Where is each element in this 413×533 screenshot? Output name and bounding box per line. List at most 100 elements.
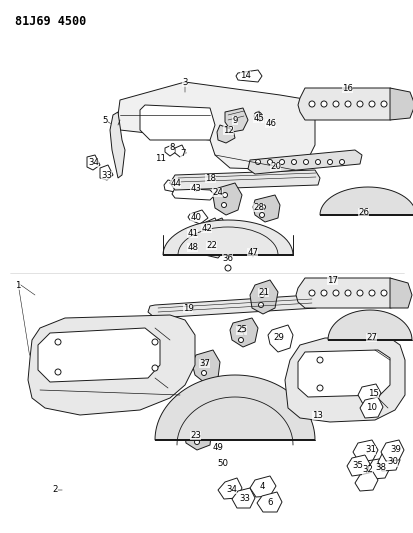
Circle shape bbox=[291, 159, 296, 165]
Circle shape bbox=[259, 293, 264, 297]
Text: 2: 2 bbox=[52, 486, 57, 495]
Polygon shape bbox=[28, 315, 195, 415]
Text: 19: 19 bbox=[182, 303, 193, 312]
Polygon shape bbox=[170, 170, 319, 190]
Polygon shape bbox=[202, 218, 228, 258]
Circle shape bbox=[380, 101, 386, 107]
Polygon shape bbox=[247, 150, 361, 174]
Text: 27: 27 bbox=[366, 333, 377, 342]
Text: 34: 34 bbox=[88, 157, 99, 166]
Circle shape bbox=[356, 101, 362, 107]
Text: 45: 45 bbox=[253, 114, 264, 123]
Text: 29: 29 bbox=[273, 334, 284, 343]
Text: 22: 22 bbox=[206, 240, 217, 249]
Polygon shape bbox=[354, 472, 377, 491]
Polygon shape bbox=[377, 450, 399, 471]
Text: 44: 44 bbox=[170, 179, 181, 188]
Circle shape bbox=[152, 365, 158, 371]
Text: 40: 40 bbox=[190, 213, 201, 222]
Circle shape bbox=[222, 192, 227, 198]
Circle shape bbox=[356, 290, 362, 296]
Circle shape bbox=[201, 370, 206, 376]
Text: 31: 31 bbox=[365, 446, 375, 455]
Polygon shape bbox=[359, 397, 382, 418]
Text: 33: 33 bbox=[239, 495, 250, 504]
Circle shape bbox=[308, 290, 314, 296]
Circle shape bbox=[194, 440, 199, 445]
Polygon shape bbox=[175, 145, 185, 157]
Circle shape bbox=[209, 247, 216, 253]
Polygon shape bbox=[284, 338, 404, 422]
Polygon shape bbox=[188, 210, 207, 224]
Text: 33: 33 bbox=[101, 171, 112, 180]
Polygon shape bbox=[163, 220, 292, 255]
Circle shape bbox=[344, 101, 350, 107]
Text: 25: 25 bbox=[236, 326, 247, 335]
Polygon shape bbox=[389, 88, 413, 120]
Text: 14: 14 bbox=[240, 70, 251, 79]
Text: 6: 6 bbox=[267, 498, 272, 507]
Text: 36: 36 bbox=[222, 254, 233, 262]
Text: 42: 42 bbox=[201, 223, 212, 232]
Text: 30: 30 bbox=[387, 457, 398, 466]
Text: 81J69 4500: 81J69 4500 bbox=[15, 15, 86, 28]
Text: 35: 35 bbox=[351, 462, 363, 471]
Circle shape bbox=[279, 159, 284, 165]
Circle shape bbox=[152, 339, 158, 345]
Circle shape bbox=[195, 427, 200, 432]
Circle shape bbox=[320, 290, 326, 296]
Polygon shape bbox=[140, 105, 214, 140]
Polygon shape bbox=[256, 492, 281, 512]
Circle shape bbox=[239, 327, 244, 333]
Text: 16: 16 bbox=[342, 84, 353, 93]
Circle shape bbox=[380, 290, 386, 296]
Polygon shape bbox=[357, 384, 380, 404]
Text: 20: 20 bbox=[270, 161, 281, 171]
Polygon shape bbox=[267, 325, 292, 352]
Text: 46: 46 bbox=[265, 118, 276, 127]
Text: 26: 26 bbox=[358, 207, 369, 216]
Polygon shape bbox=[192, 350, 219, 383]
Circle shape bbox=[315, 159, 320, 165]
Polygon shape bbox=[212, 183, 242, 215]
Polygon shape bbox=[171, 188, 214, 200]
Polygon shape bbox=[380, 440, 403, 461]
Polygon shape bbox=[297, 88, 407, 120]
Circle shape bbox=[320, 101, 326, 107]
Circle shape bbox=[55, 339, 61, 345]
Polygon shape bbox=[224, 108, 247, 132]
Circle shape bbox=[202, 360, 207, 366]
Text: 43: 43 bbox=[190, 183, 201, 192]
Text: 10: 10 bbox=[366, 402, 377, 411]
Circle shape bbox=[303, 159, 308, 165]
Text: 37: 37 bbox=[199, 359, 210, 367]
Circle shape bbox=[267, 159, 272, 165]
Circle shape bbox=[224, 265, 230, 271]
Circle shape bbox=[316, 357, 322, 363]
Polygon shape bbox=[154, 375, 314, 440]
Polygon shape bbox=[389, 278, 411, 308]
Text: 1: 1 bbox=[15, 280, 21, 289]
Polygon shape bbox=[230, 318, 257, 347]
Text: 24: 24 bbox=[212, 188, 223, 197]
Polygon shape bbox=[110, 112, 125, 178]
Circle shape bbox=[259, 213, 264, 217]
Circle shape bbox=[254, 112, 261, 120]
Text: 12: 12 bbox=[223, 125, 234, 134]
Circle shape bbox=[368, 101, 374, 107]
Polygon shape bbox=[118, 82, 314, 170]
Circle shape bbox=[238, 337, 243, 343]
Circle shape bbox=[255, 159, 260, 165]
Text: 15: 15 bbox=[368, 389, 379, 398]
Polygon shape bbox=[147, 295, 317, 318]
Polygon shape bbox=[249, 476, 275, 497]
Text: 9: 9 bbox=[232, 116, 237, 125]
Circle shape bbox=[209, 235, 216, 241]
Circle shape bbox=[332, 101, 338, 107]
Polygon shape bbox=[249, 280, 277, 314]
Text: 47: 47 bbox=[247, 247, 258, 256]
Text: 38: 38 bbox=[375, 464, 386, 472]
Text: 4: 4 bbox=[259, 482, 264, 491]
Polygon shape bbox=[87, 155, 100, 170]
Polygon shape bbox=[195, 225, 209, 240]
